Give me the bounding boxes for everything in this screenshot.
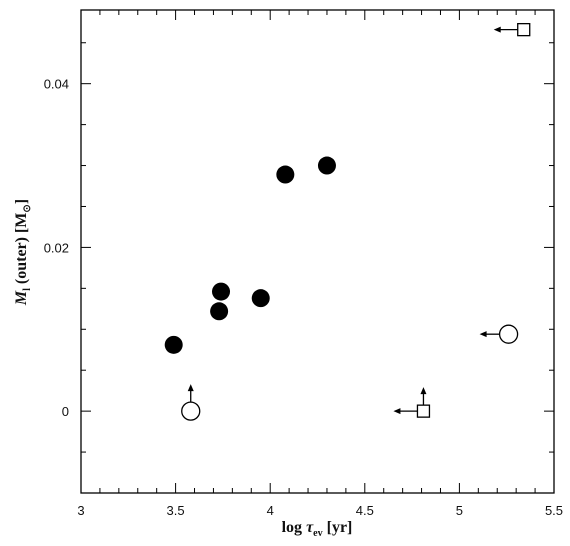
x-axis-label-sub: ev [313,528,322,539]
filled-circle-point [251,289,270,308]
filled-circle-point [210,302,229,321]
x-tick-labels: 3 3.5 4 4.5 5 5.5 [77,503,563,518]
filled-circle-point [212,282,231,301]
x-tick-label: 3 [77,503,84,518]
filled-circle-point [276,165,295,184]
upper-limit-arrow-head [479,331,487,338]
x-axis-label-unit: [yr] [323,519,353,536]
y-axis-label-close: ] [13,199,30,204]
filled-circle-point [164,335,183,354]
y-axis-label-rest: (outer) [M [13,213,30,289]
y-tick-labels: 0 0.02 0.04 [44,77,69,419]
y-tick-label: 0.04 [44,77,69,92]
data-points [164,22,531,421]
x-tick-label: 5.5 [545,503,563,518]
open-circle-point [181,401,201,421]
open-square-point [416,404,431,418]
x-tick-label: 4.5 [356,503,374,518]
upper-limit-arrow-head [493,26,501,33]
x-tick-label: 5 [456,503,463,518]
y-axis-label: Ml (outer) [M⊙] [13,199,33,306]
y-axis-label-main: M [13,290,30,306]
y-axis-label-sub: l [22,288,33,291]
y-tick-label: 0 [62,404,69,419]
open-circle-point [498,324,519,344]
tick-marks [80,10,555,494]
x-tick-label: 3.5 [167,503,185,518]
x-axis-label: log τev [yr] [282,519,353,539]
upper-limit-arrow-head [393,408,401,415]
x-axis-label-main: log [282,519,306,536]
open-square-point [517,22,531,37]
x-axis-label-symbol: τ [306,519,314,536]
plot-frame [80,9,555,494]
y-axis-label-sun: ⊙ [22,204,33,212]
filled-circle-point [317,156,336,175]
lower-limit-arrow-head [420,387,427,395]
lower-limit-arrow-head [187,384,194,392]
x-tick-label: 4 [267,503,274,518]
y-tick-label: 0.02 [44,240,69,255]
